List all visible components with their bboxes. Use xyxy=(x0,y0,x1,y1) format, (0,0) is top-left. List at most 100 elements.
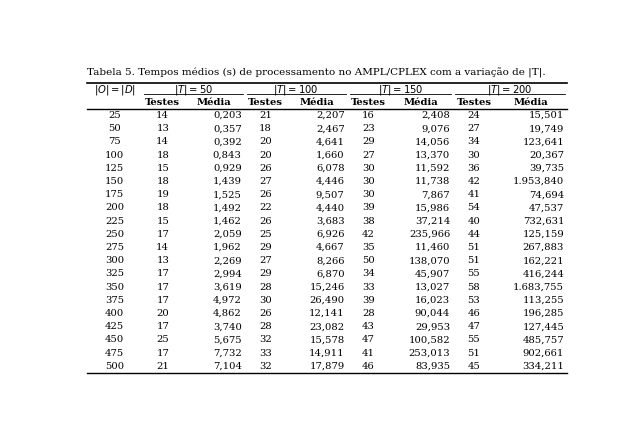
Text: 100: 100 xyxy=(105,150,124,160)
Text: 5,675: 5,675 xyxy=(213,335,241,345)
Text: 300: 300 xyxy=(105,256,124,265)
Text: 196,285: 196,285 xyxy=(522,309,564,318)
Text: 90,044: 90,044 xyxy=(415,309,450,318)
Text: 17: 17 xyxy=(156,296,169,305)
Text: 425: 425 xyxy=(105,322,124,331)
Text: $|T| = 150$: $|T| = 150$ xyxy=(378,83,423,97)
Text: 74,694: 74,694 xyxy=(529,190,564,199)
Text: Testes: Testes xyxy=(351,98,386,107)
Text: 36: 36 xyxy=(468,164,480,173)
Text: 37,214: 37,214 xyxy=(415,216,450,226)
Text: 51: 51 xyxy=(468,256,480,265)
Text: 2,408: 2,408 xyxy=(421,111,450,120)
Text: 19: 19 xyxy=(156,190,169,199)
Text: 20: 20 xyxy=(259,137,272,147)
Text: 0,392: 0,392 xyxy=(213,137,241,147)
Text: $|T| = 100$: $|T| = 100$ xyxy=(273,83,319,97)
Text: 45,907: 45,907 xyxy=(415,269,450,279)
Text: $|T| = 200$: $|T| = 200$ xyxy=(487,83,533,97)
Text: 15,986: 15,986 xyxy=(415,203,450,213)
Text: 50: 50 xyxy=(108,124,121,133)
Text: 47,537: 47,537 xyxy=(529,203,564,213)
Text: 113,255: 113,255 xyxy=(522,296,564,305)
Text: 18: 18 xyxy=(156,150,169,160)
Text: 0,929: 0,929 xyxy=(213,164,241,173)
Text: 34: 34 xyxy=(362,269,375,279)
Text: $|T| = 50$: $|T| = 50$ xyxy=(174,83,213,97)
Text: 28: 28 xyxy=(259,282,272,292)
Text: 30: 30 xyxy=(362,177,375,186)
Text: 34: 34 xyxy=(468,137,480,147)
Text: 127,445: 127,445 xyxy=(522,322,564,331)
Text: 325: 325 xyxy=(105,269,124,279)
Text: 235,966: 235,966 xyxy=(409,230,450,239)
Text: 253,013: 253,013 xyxy=(408,348,450,358)
Text: 475: 475 xyxy=(105,348,124,358)
Text: 25: 25 xyxy=(108,111,121,120)
Text: 16,023: 16,023 xyxy=(415,296,450,305)
Text: 43: 43 xyxy=(362,322,375,331)
Text: 83,935: 83,935 xyxy=(415,362,450,371)
Text: 8,266: 8,266 xyxy=(316,256,345,265)
Text: 6,078: 6,078 xyxy=(316,164,345,173)
Text: 15,246: 15,246 xyxy=(310,282,345,292)
Text: 123,641: 123,641 xyxy=(522,137,564,147)
Text: 27: 27 xyxy=(259,177,272,186)
Text: 350: 350 xyxy=(105,282,124,292)
Text: 275: 275 xyxy=(105,243,124,252)
Text: 26: 26 xyxy=(259,216,272,226)
Text: Testes: Testes xyxy=(248,98,283,107)
Text: 7,104: 7,104 xyxy=(213,362,241,371)
Text: 42: 42 xyxy=(362,230,375,239)
Text: 29: 29 xyxy=(259,243,272,252)
Text: 55: 55 xyxy=(468,335,480,345)
Text: 375: 375 xyxy=(105,296,124,305)
Text: 26: 26 xyxy=(259,309,272,318)
Text: 175: 175 xyxy=(105,190,124,199)
Text: 13: 13 xyxy=(156,124,169,133)
Text: 75: 75 xyxy=(108,137,121,147)
Text: 6,926: 6,926 xyxy=(316,230,345,239)
Text: 732,631: 732,631 xyxy=(522,216,564,226)
Text: 51: 51 xyxy=(468,348,480,358)
Text: 150: 150 xyxy=(105,177,124,186)
Text: 3,683: 3,683 xyxy=(316,216,345,226)
Text: 4,440: 4,440 xyxy=(315,203,345,213)
Text: 7,867: 7,867 xyxy=(422,190,450,199)
Text: 9,076: 9,076 xyxy=(422,124,450,133)
Text: 15: 15 xyxy=(156,164,169,173)
Text: 13: 13 xyxy=(156,256,169,265)
Text: 14,056: 14,056 xyxy=(415,137,450,147)
Text: 9,507: 9,507 xyxy=(316,190,345,199)
Text: 225: 225 xyxy=(105,216,124,226)
Text: 6,870: 6,870 xyxy=(316,269,345,279)
Text: 54: 54 xyxy=(468,203,480,213)
Text: 23,082: 23,082 xyxy=(310,322,345,331)
Text: 42: 42 xyxy=(468,177,480,186)
Text: 27: 27 xyxy=(259,256,272,265)
Text: 200: 200 xyxy=(105,203,124,213)
Text: Média: Média xyxy=(197,98,231,107)
Text: Média: Média xyxy=(513,98,548,107)
Text: 2,994: 2,994 xyxy=(213,269,241,279)
Text: 17,879: 17,879 xyxy=(310,362,345,371)
Text: 20: 20 xyxy=(259,150,272,160)
Text: 33: 33 xyxy=(362,282,375,292)
Text: 2,059: 2,059 xyxy=(213,230,241,239)
Text: 0,203: 0,203 xyxy=(213,111,241,120)
Text: 51: 51 xyxy=(468,243,480,252)
Text: 4,641: 4,641 xyxy=(315,137,345,147)
Text: 50: 50 xyxy=(362,256,375,265)
Text: 15: 15 xyxy=(156,216,169,226)
Text: 1,660: 1,660 xyxy=(316,150,345,160)
Text: 32: 32 xyxy=(259,362,272,371)
Text: 32: 32 xyxy=(259,335,272,345)
Text: 138,070: 138,070 xyxy=(408,256,450,265)
Text: 24: 24 xyxy=(468,111,480,120)
Text: 28: 28 xyxy=(259,322,272,331)
Text: 17: 17 xyxy=(156,348,169,358)
Text: 23: 23 xyxy=(362,124,375,133)
Text: 12,141: 12,141 xyxy=(309,309,345,318)
Text: 17: 17 xyxy=(156,230,169,239)
Text: Média: Média xyxy=(299,98,334,107)
